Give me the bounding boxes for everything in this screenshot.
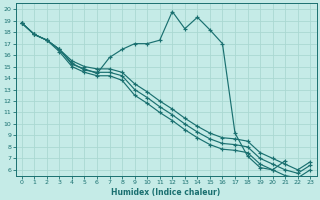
- X-axis label: Humidex (Indice chaleur): Humidex (Indice chaleur): [111, 188, 221, 197]
